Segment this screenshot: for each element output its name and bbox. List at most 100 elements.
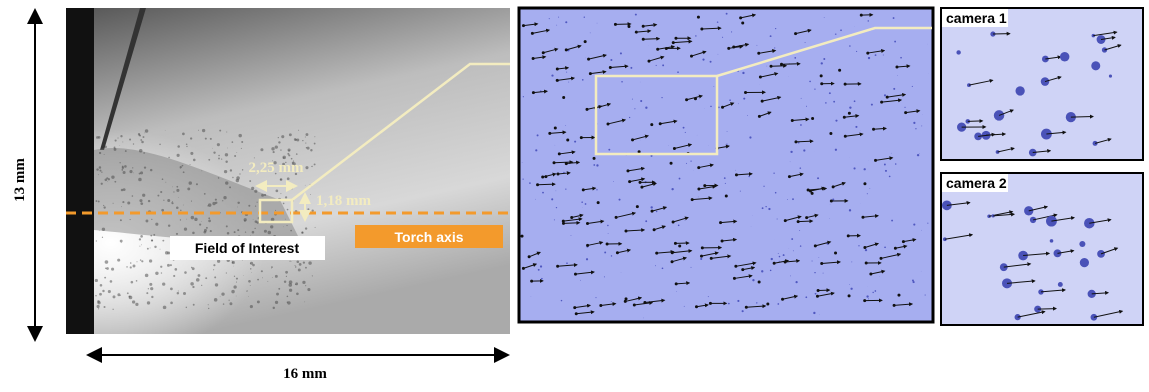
texture xyxy=(835,149,837,151)
texture xyxy=(537,134,539,136)
texture xyxy=(662,64,664,66)
texture xyxy=(1109,75,1112,78)
texture xyxy=(803,149,805,151)
texture xyxy=(140,135,141,136)
height-dimension-label: 13 mm xyxy=(12,158,28,202)
texture xyxy=(213,269,214,270)
texture xyxy=(95,200,97,202)
texture xyxy=(645,107,647,109)
texture xyxy=(835,120,837,122)
texture xyxy=(621,81,623,83)
texture xyxy=(113,203,114,204)
texture xyxy=(596,164,598,166)
texture xyxy=(777,219,778,220)
texture xyxy=(133,172,134,173)
texture xyxy=(566,72,567,73)
texture xyxy=(685,220,686,221)
texture xyxy=(213,151,215,153)
texture xyxy=(296,153,298,155)
texture xyxy=(215,199,217,201)
texture xyxy=(565,21,567,23)
texture xyxy=(120,240,123,243)
width-dimension-label: 16 mm xyxy=(283,366,327,382)
texture xyxy=(794,57,796,59)
texture xyxy=(305,267,307,269)
texture xyxy=(565,188,566,189)
texture xyxy=(180,166,182,168)
texture xyxy=(191,216,194,219)
texture xyxy=(257,300,260,303)
texture xyxy=(221,158,222,159)
texture xyxy=(799,230,800,231)
texture xyxy=(121,169,123,171)
texture xyxy=(165,182,166,183)
texture xyxy=(148,200,150,202)
texture xyxy=(101,183,103,185)
width-label: 2,25 mm xyxy=(249,160,304,176)
texture xyxy=(271,266,273,268)
texture xyxy=(133,265,136,268)
texture xyxy=(296,139,299,142)
texture xyxy=(98,201,100,203)
texture xyxy=(141,260,143,262)
texture xyxy=(98,136,101,139)
texture xyxy=(275,210,276,211)
texture xyxy=(102,228,105,231)
texture xyxy=(821,62,823,64)
texture xyxy=(113,295,116,298)
texture xyxy=(251,272,252,273)
texture xyxy=(270,225,273,228)
texture xyxy=(218,158,220,160)
texture xyxy=(147,301,150,304)
texture xyxy=(189,181,192,184)
texture xyxy=(210,230,212,232)
texture xyxy=(183,205,184,206)
texture xyxy=(301,232,303,234)
texture xyxy=(921,230,922,231)
texture xyxy=(310,194,311,195)
texture xyxy=(582,79,584,81)
texture xyxy=(542,192,544,194)
texture xyxy=(551,74,553,76)
texture xyxy=(132,167,133,168)
texture xyxy=(684,306,685,307)
texture xyxy=(700,258,702,260)
texture xyxy=(702,59,704,61)
texture xyxy=(205,138,207,140)
texture xyxy=(777,303,779,305)
texture xyxy=(651,206,653,208)
texture xyxy=(800,124,802,126)
texture xyxy=(630,67,632,69)
texture xyxy=(175,268,178,271)
texture xyxy=(222,200,223,201)
texture xyxy=(849,209,851,211)
texture xyxy=(678,245,681,248)
texture xyxy=(850,288,852,290)
texture xyxy=(229,186,231,188)
texture xyxy=(233,266,234,267)
texture xyxy=(574,141,576,143)
texture xyxy=(756,302,757,303)
camera-1-label: camera 1 xyxy=(946,10,1007,26)
texture xyxy=(800,167,802,169)
texture xyxy=(190,282,193,285)
texture xyxy=(875,290,877,292)
texture xyxy=(165,130,166,131)
texture xyxy=(223,303,224,304)
texture xyxy=(245,231,246,232)
texture xyxy=(726,13,728,15)
texture xyxy=(180,210,181,211)
texture xyxy=(186,219,187,220)
texture xyxy=(538,269,540,271)
texture xyxy=(283,157,284,158)
texture xyxy=(139,173,141,175)
texture xyxy=(288,154,290,156)
texture xyxy=(105,267,107,269)
texture xyxy=(230,169,232,171)
texture xyxy=(267,281,268,282)
texture xyxy=(227,148,228,149)
texture xyxy=(136,280,138,282)
texture xyxy=(205,277,207,279)
texture xyxy=(564,223,580,224)
texture xyxy=(120,135,122,137)
